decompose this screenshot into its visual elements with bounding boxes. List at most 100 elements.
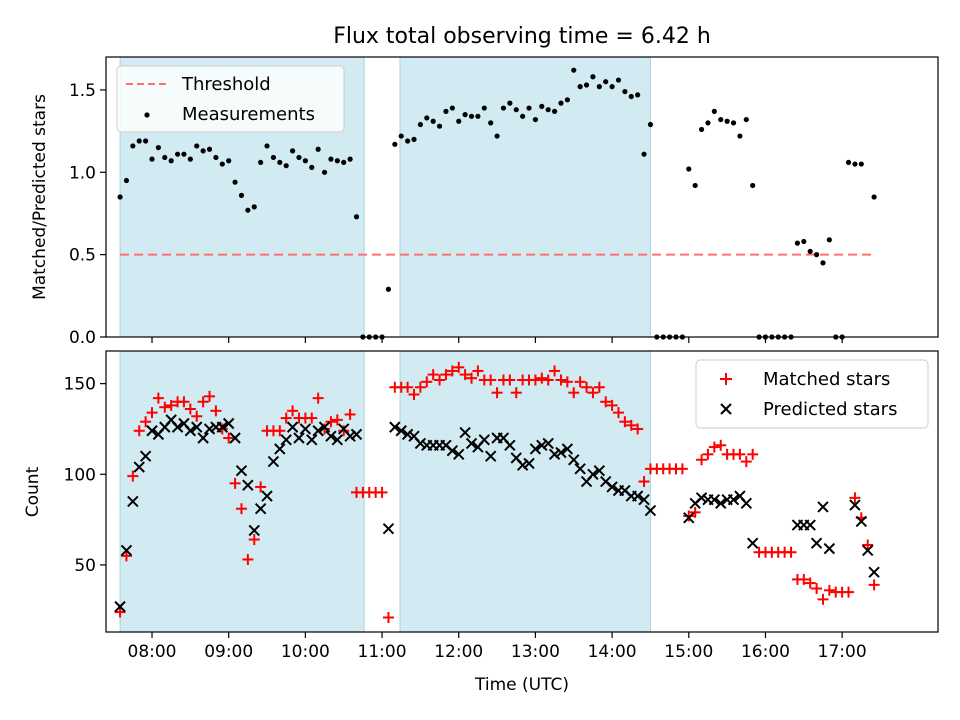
predicted-star-marker bbox=[229, 432, 241, 444]
predicted-star-marker bbox=[727, 493, 740, 506]
matched-star-marker bbox=[274, 425, 286, 437]
matched-star-marker bbox=[421, 376, 433, 388]
measurement-point bbox=[488, 120, 494, 126]
predicted-star-marker bbox=[139, 450, 152, 462]
matched-star-marker bbox=[625, 419, 637, 431]
measurement-point bbox=[698, 126, 705, 133]
predicted-star-marker bbox=[746, 537, 759, 549]
predicted-star-marker bbox=[306, 434, 318, 446]
legend-threshold-label: Threshold bbox=[181, 74, 271, 95]
top-axes-frame bbox=[105, 56, 939, 338]
marker-stroke bbox=[727, 493, 740, 506]
marker-stroke bbox=[389, 421, 401, 433]
measurement-point bbox=[520, 113, 526, 119]
predicted-star-marker bbox=[344, 430, 356, 442]
y-tick-label: 0.0 bbox=[69, 328, 96, 348]
measurement-point bbox=[462, 112, 468, 118]
measurement-point bbox=[417, 121, 423, 128]
matched-star-marker bbox=[823, 584, 835, 596]
predicted-star-marker bbox=[146, 425, 158, 437]
y-tick-label: 50 bbox=[74, 556, 96, 576]
legend-matched-label: Matched stars bbox=[763, 369, 890, 390]
marker-stroke bbox=[516, 459, 529, 471]
marker-stroke bbox=[542, 437, 554, 450]
measurement-point bbox=[718, 116, 724, 123]
bottom-axes-frame bbox=[105, 350, 939, 633]
matched-star-marker bbox=[204, 390, 216, 402]
predicted-star-marker bbox=[459, 426, 471, 439]
matched-star-marker bbox=[114, 606, 126, 618]
predicted-star-marker bbox=[401, 428, 414, 441]
marker-stroke bbox=[267, 455, 280, 468]
matched-star-marker bbox=[849, 492, 861, 504]
measurement-point bbox=[603, 79, 609, 85]
matched-star-marker bbox=[600, 396, 612, 408]
predicted-star-marker bbox=[868, 566, 880, 578]
predicted-star-marker bbox=[286, 421, 299, 433]
matched-star-marker bbox=[798, 573, 810, 585]
marker-stroke bbox=[280, 434, 292, 446]
marker-stroke bbox=[823, 542, 836, 555]
measurement-point bbox=[507, 100, 513, 106]
matched-star-marker bbox=[402, 381, 414, 393]
measurement-point bbox=[513, 107, 519, 113]
predicted-star-marker bbox=[516, 459, 529, 471]
predicted-star-marker bbox=[389, 421, 401, 433]
measurement-point bbox=[162, 154, 168, 161]
measurement-point bbox=[590, 74, 596, 80]
matched-star-marker bbox=[159, 401, 171, 413]
measurement-point bbox=[583, 82, 590, 88]
legend-measurements-label: Measurements bbox=[182, 104, 315, 125]
matched-stars-points bbox=[114, 361, 880, 623]
matched-star-marker bbox=[689, 506, 701, 518]
marker-stroke bbox=[746, 537, 759, 549]
bottom-y-axis-label: Count bbox=[23, 466, 43, 517]
matched-star-marker bbox=[740, 456, 752, 468]
measurement-point bbox=[238, 192, 245, 198]
marker-stroke bbox=[510, 452, 522, 464]
measurement-point bbox=[226, 158, 232, 164]
matched-star-marker bbox=[382, 611, 394, 623]
y-tick-label: 0.5 bbox=[69, 246, 96, 266]
measurement-point bbox=[181, 151, 187, 157]
marker-stroke bbox=[350, 428, 363, 441]
measurement-point bbox=[468, 113, 475, 119]
predicted-star-marker bbox=[318, 421, 331, 433]
predicted-star-marker bbox=[561, 443, 574, 455]
legend-predicted-swatch bbox=[720, 403, 732, 415]
matched-star-marker bbox=[504, 374, 516, 386]
measurement-point bbox=[385, 286, 392, 292]
marker-stroke bbox=[312, 425, 324, 437]
predicted-star-marker bbox=[184, 425, 197, 437]
predicted-star-marker bbox=[542, 437, 554, 450]
x-axis-label: Time (UTC) bbox=[474, 675, 569, 695]
measurement-point bbox=[411, 136, 417, 142]
marker-stroke bbox=[401, 428, 414, 441]
matched-star-marker bbox=[549, 365, 561, 377]
measurement-point bbox=[136, 138, 142, 144]
marker-stroke bbox=[120, 544, 133, 557]
matched-star-marker bbox=[459, 369, 471, 381]
measurement-point bbox=[206, 146, 213, 152]
matched-star-marker bbox=[734, 448, 746, 460]
matched-star-marker bbox=[152, 392, 164, 404]
marker-stroke bbox=[146, 425, 158, 437]
measurement-point bbox=[315, 146, 321, 152]
matched-star-marker bbox=[325, 416, 337, 428]
marker-stroke bbox=[619, 484, 631, 497]
matched-star-marker bbox=[638, 476, 650, 488]
x-tick-label: 11:00 bbox=[358, 642, 407, 662]
matched-star-marker bbox=[868, 579, 880, 591]
x-tick-label: 16:00 bbox=[741, 642, 790, 662]
marker-stroke bbox=[127, 495, 139, 508]
y-tick-label: 1.5 bbox=[69, 81, 96, 101]
matched-star-marker bbox=[140, 416, 152, 428]
matched-star-marker bbox=[376, 486, 388, 498]
measurement-point bbox=[871, 194, 877, 200]
marker-stroke bbox=[382, 522, 395, 535]
measurement-point bbox=[647, 121, 654, 128]
measurement-point bbox=[558, 100, 564, 106]
matched-star-marker bbox=[606, 399, 618, 411]
marker-stroke bbox=[810, 537, 823, 549]
